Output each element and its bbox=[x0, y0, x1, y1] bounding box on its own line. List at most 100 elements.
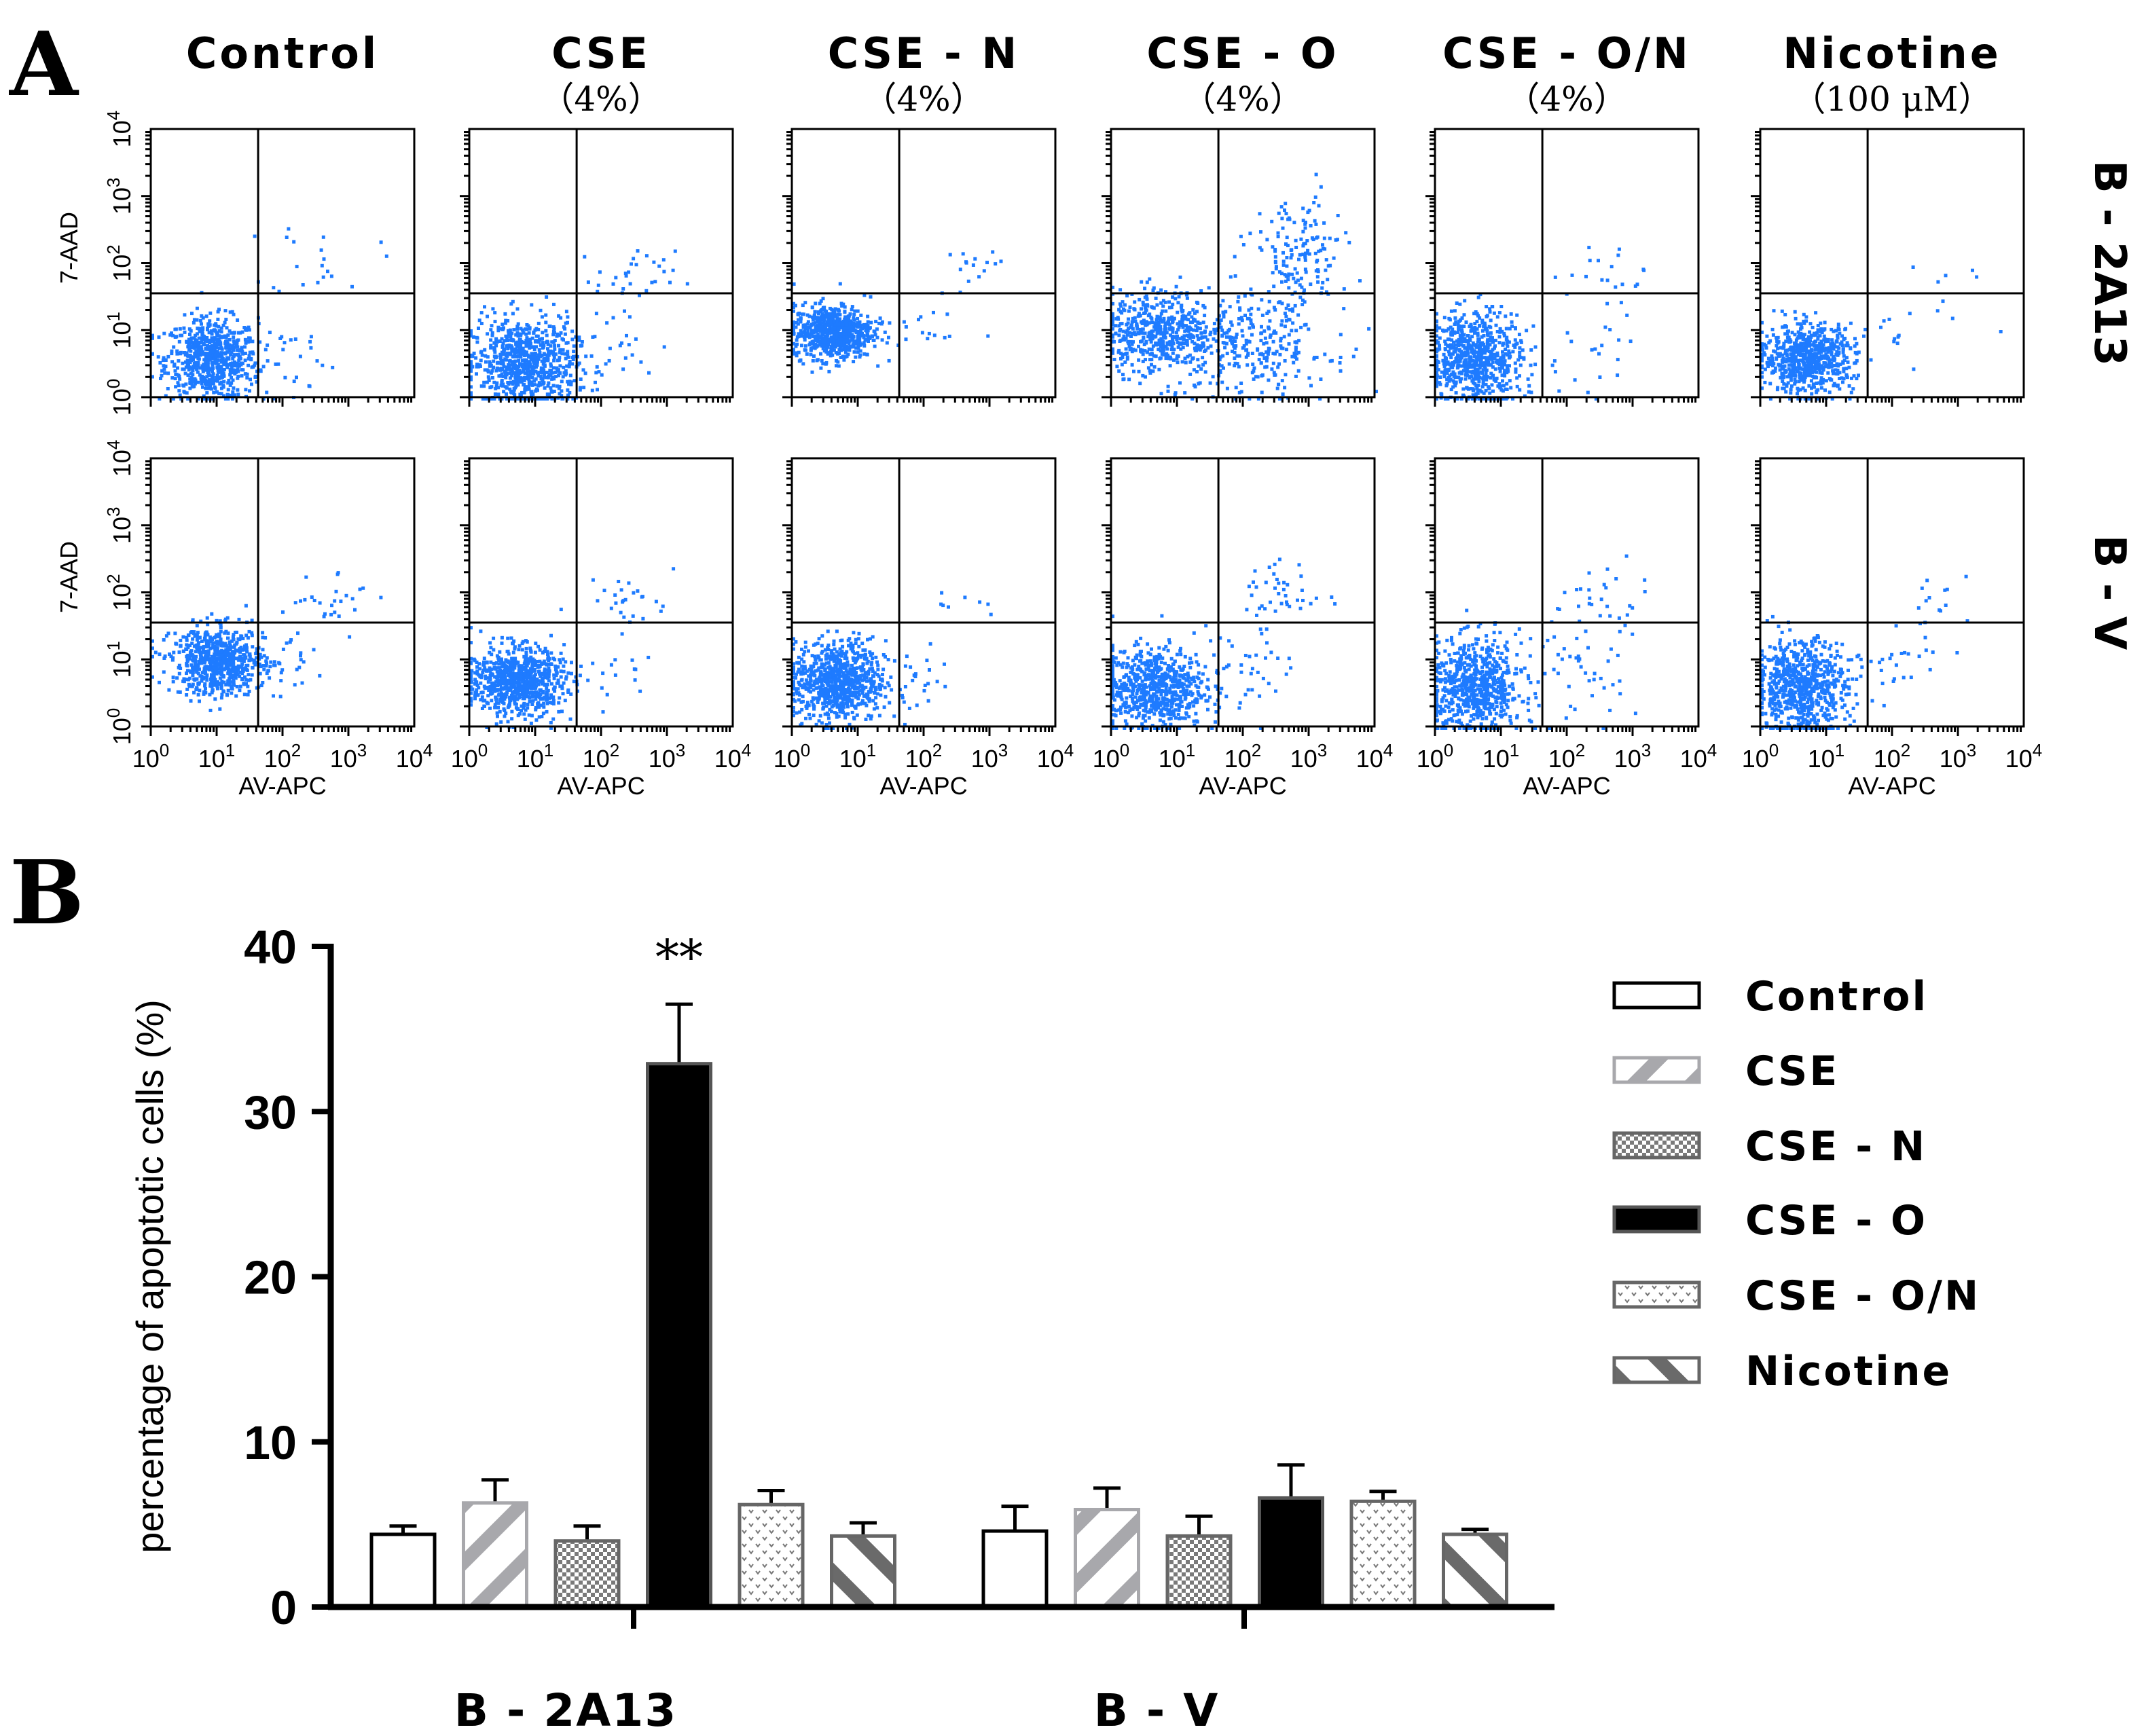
scatter-point bbox=[188, 386, 192, 390]
scatter-point bbox=[943, 335, 947, 339]
scatter-point bbox=[1198, 381, 1202, 385]
scatter-point bbox=[1804, 346, 1808, 350]
scatter-point bbox=[826, 343, 831, 347]
column-title: CSE bbox=[551, 29, 651, 78]
scatter-point bbox=[1435, 358, 1438, 362]
scatter-point bbox=[1629, 339, 1633, 344]
scatter-point bbox=[834, 335, 838, 339]
scatter-point bbox=[1181, 324, 1184, 327]
scatter-point bbox=[1299, 276, 1303, 280]
scatter-point bbox=[824, 325, 828, 329]
scatter-point bbox=[564, 310, 568, 314]
scatter-point bbox=[326, 270, 329, 274]
scatter-point bbox=[1763, 380, 1767, 384]
scatter-point bbox=[1262, 356, 1267, 360]
scatter-point bbox=[191, 366, 195, 369]
scatter-point bbox=[644, 289, 649, 293]
scatter-point bbox=[222, 363, 226, 367]
scatter-point bbox=[508, 376, 512, 380]
scatter-point bbox=[1824, 379, 1828, 383]
scatter-point bbox=[1830, 361, 1834, 365]
scatter-point bbox=[1135, 323, 1139, 327]
scatter-point bbox=[1803, 370, 1806, 374]
scatter-point bbox=[545, 295, 549, 299]
scatter-point bbox=[548, 369, 552, 373]
scatter-point bbox=[1443, 356, 1447, 360]
scatter-point bbox=[173, 335, 177, 339]
scatter-point bbox=[797, 312, 801, 315]
scatter-point bbox=[505, 392, 508, 396]
scatter-point bbox=[161, 358, 165, 363]
scatter-point bbox=[204, 367, 208, 371]
scatter-point bbox=[1301, 229, 1305, 234]
scatter-point bbox=[1590, 348, 1594, 352]
scatter-point bbox=[1177, 295, 1181, 299]
scatter-point bbox=[185, 358, 189, 363]
scatter-point bbox=[820, 308, 824, 312]
scatter-point bbox=[1465, 339, 1469, 343]
scatter-point bbox=[1281, 392, 1285, 396]
scatter-point bbox=[1473, 373, 1477, 377]
scatter-point bbox=[507, 332, 511, 336]
scatter-point bbox=[1478, 366, 1482, 370]
scatter-point bbox=[842, 334, 846, 338]
scatter-point bbox=[204, 314, 208, 318]
scatter-point bbox=[814, 330, 818, 334]
scatter-point bbox=[1480, 364, 1485, 368]
scatter-point bbox=[512, 364, 515, 368]
scatter-point bbox=[524, 367, 528, 371]
scatter-point bbox=[848, 321, 852, 325]
scatter-point bbox=[1256, 307, 1260, 311]
scatter-point bbox=[552, 356, 556, 359]
scatter-point bbox=[1460, 316, 1464, 320]
scatter-point bbox=[166, 371, 170, 375]
scatter-point bbox=[1233, 339, 1237, 343]
scatter-point bbox=[1168, 343, 1172, 347]
scatter-point bbox=[221, 357, 225, 361]
scatter-point bbox=[525, 365, 529, 369]
scatter-point bbox=[1805, 339, 1809, 343]
scatter-point bbox=[1763, 367, 1767, 371]
scatter-point bbox=[1215, 318, 1219, 322]
scatter-point bbox=[1278, 300, 1282, 304]
scatter-point bbox=[1159, 340, 1163, 344]
scatter-point bbox=[1228, 327, 1231, 331]
scatter-point bbox=[213, 336, 217, 340]
scatter-point bbox=[1189, 328, 1193, 331]
scatter-point bbox=[817, 312, 820, 316]
scatter-point bbox=[1772, 309, 1776, 313]
scatter-point bbox=[945, 312, 949, 316]
scatter-point bbox=[1273, 259, 1277, 263]
scatter-point bbox=[221, 368, 225, 372]
scatter-point bbox=[1476, 368, 1480, 372]
scatter-point bbox=[1796, 369, 1800, 373]
scatter-point bbox=[1287, 286, 1291, 290]
scatter-point bbox=[211, 372, 215, 376]
scatter-point bbox=[224, 358, 228, 362]
scatter-point bbox=[170, 349, 174, 353]
scatter-point bbox=[223, 341, 228, 346]
scatter-point bbox=[837, 308, 841, 312]
scatter-point bbox=[811, 329, 815, 333]
scatter-point bbox=[1127, 377, 1131, 382]
scatter-point bbox=[1480, 390, 1484, 394]
scatter-point bbox=[1820, 371, 1824, 375]
scatter-point bbox=[551, 352, 556, 356]
scatter-point bbox=[1464, 320, 1468, 324]
scatter-point bbox=[1473, 367, 1477, 371]
scatter-point bbox=[1252, 369, 1256, 373]
scatter-point bbox=[865, 352, 869, 356]
scatter-point bbox=[1462, 362, 1466, 366]
scatter-point bbox=[1290, 354, 1294, 358]
scatter-point bbox=[475, 363, 479, 367]
scatter-point bbox=[1146, 304, 1150, 308]
scatter-point bbox=[1435, 341, 1439, 345]
scatter-point bbox=[536, 353, 541, 357]
scatter-point bbox=[1317, 249, 1321, 253]
scatter-point bbox=[1486, 333, 1490, 337]
scatter-point bbox=[480, 353, 484, 357]
scatter-point bbox=[1133, 319, 1138, 323]
scatter-point bbox=[1801, 386, 1805, 390]
scatter-point bbox=[810, 341, 814, 345]
scatter-point bbox=[833, 327, 837, 331]
